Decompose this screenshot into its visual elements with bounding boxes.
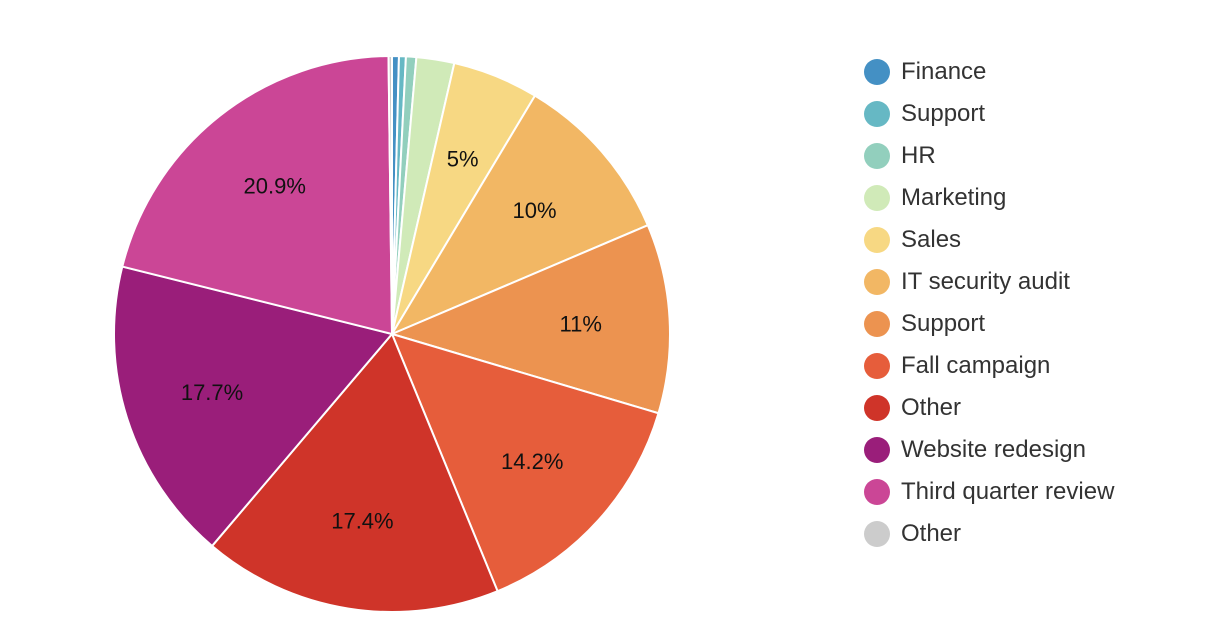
legend: Finance Support HR Marketing Sales IT securit… (864, 51, 1114, 555)
legend-item[interactable]: Website redesign (864, 429, 1114, 471)
legend-item[interactable]: Other (864, 513, 1114, 555)
legend-item[interactable]: Third quarter review (864, 471, 1114, 513)
legend-label: Support (901, 100, 986, 127)
legend-item[interactable]: Other (864, 387, 1114, 429)
slice-label-9: 17.7% (181, 380, 243, 405)
slice-label-6: 11% (560, 311, 602, 336)
slice-label-5: 10% (513, 198, 557, 223)
slice-label-4: 5% (447, 147, 479, 172)
pie-slice-10[interactable] (121, 55, 394, 336)
legend-swatch-icon (864, 437, 890, 463)
slice-label-7: 14.2% (501, 449, 563, 474)
pie-slice-11[interactable] (387, 54, 393, 335)
pie-slice-5[interactable] (389, 94, 650, 337)
legend-swatch-icon (864, 59, 890, 85)
legend-label: Support (901, 310, 986, 337)
legend-label: Finance (901, 58, 987, 85)
legend-swatch-icon (864, 395, 890, 421)
pie-slice-7[interactable] (390, 332, 660, 593)
legend-label: Other (901, 520, 962, 547)
legend-item[interactable]: HR (864, 135, 1114, 177)
legend-item[interactable]: Marketing (864, 177, 1114, 219)
legend-label: Marketing (901, 184, 1007, 211)
legend-swatch-icon (864, 101, 890, 127)
legend-item[interactable]: Finance (864, 51, 1114, 93)
legend-swatch-icon (864, 269, 890, 295)
legend-item[interactable]: Fall campaign (864, 345, 1114, 387)
legend-label: Fall campaign (901, 352, 1051, 379)
legend-swatch-icon (864, 143, 890, 169)
legend-swatch-icon (864, 227, 890, 253)
pie-slice-9[interactable] (113, 265, 394, 548)
legend-swatch-icon (864, 311, 890, 337)
pie-slice-6[interactable] (389, 223, 671, 415)
slice-label-10: 20.9% (244, 174, 306, 199)
legend-label: Website redesign (901, 436, 1086, 463)
slice-label-8: 17.4% (331, 509, 393, 534)
legend-item[interactable]: Support (864, 93, 1114, 135)
legend-label: Third quarter review (901, 478, 1115, 505)
legend-swatch-icon (864, 185, 890, 211)
legend-item[interactable]: IT security audit (864, 261, 1114, 303)
legend-swatch-icon (864, 479, 890, 505)
legend-label: Other (901, 394, 962, 421)
pie-slice-8[interactable] (210, 332, 499, 613)
legend-label: Sales (901, 226, 962, 253)
legend-item[interactable]: Support (864, 303, 1114, 345)
legend-label: IT security audit (901, 268, 1070, 295)
legend-item[interactable]: Sales (864, 219, 1114, 261)
legend-swatch-icon (864, 521, 890, 547)
pie-chart: 5% 10% 11% 14.2% 17.4% 17.7% 20.9% (113, 54, 671, 613)
legend-label: HR (901, 142, 936, 169)
legend-swatch-icon (864, 353, 890, 379)
